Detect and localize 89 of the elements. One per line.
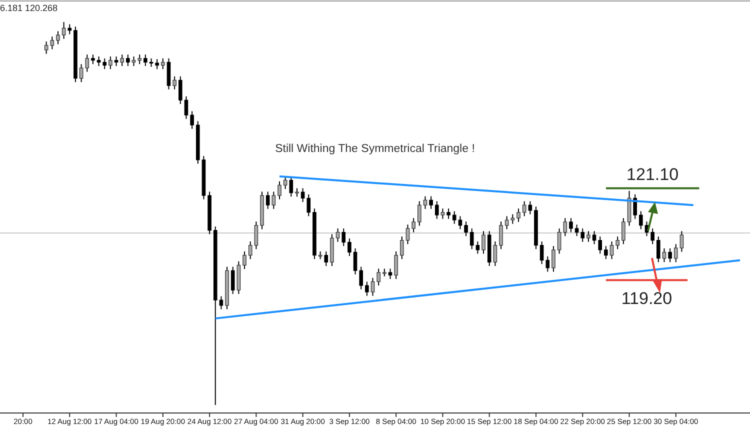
candlestick (184, 96, 188, 120)
candlestick (289, 176, 294, 198)
candlestick (230, 266, 235, 294)
candlestick (114, 56, 118, 67)
candlestick (79, 64, 84, 83)
candlestick (452, 210, 456, 224)
candlestick (429, 196, 433, 210)
candlestick (522, 200, 526, 217)
candlestick (178, 76, 182, 104)
candlestick (85, 54, 90, 72)
candlestick (464, 221, 468, 237)
candlestick (557, 228, 562, 254)
candlestick (120, 54, 124, 67)
candlestick (306, 194, 311, 217)
candlestick (440, 208, 445, 220)
candlestick (586, 230, 590, 242)
candlestick (242, 250, 246, 270)
candlestick (423, 196, 428, 210)
candlestick (616, 236, 620, 250)
candlestick (155, 58, 159, 70)
candlestick (50, 36, 54, 50)
candlestick (662, 248, 666, 263)
candlestick (266, 191, 270, 210)
candlestick (680, 230, 684, 252)
candlestick (574, 224, 579, 237)
candlestick (434, 200, 439, 220)
candlestick (394, 250, 398, 280)
candlestick (348, 238, 352, 257)
candlestick (604, 246, 608, 260)
annotation: 121.10 (626, 165, 679, 184)
candlestick (166, 58, 171, 90)
candlestick (342, 228, 346, 247)
candlestick (91, 54, 95, 65)
candlestick (639, 210, 643, 230)
text: 6.181 120.268 (0, 3, 58, 13)
candlestick (108, 56, 112, 70)
candlestick (592, 230, 596, 245)
candlestick (412, 218, 416, 233)
annotation: 119.20 (621, 289, 672, 308)
candlestick (370, 277, 375, 296)
candlestick (376, 268, 380, 286)
candlestick (563, 218, 568, 237)
candlestick (650, 228, 654, 245)
candlestick (62, 22, 66, 40)
candlestick (546, 256, 550, 272)
candlestick (569, 218, 573, 233)
candlestick (138, 54, 142, 65)
candlestick (359, 266, 363, 290)
candlestick (540, 240, 544, 265)
candlestick (552, 246, 556, 272)
candlestick (44, 41, 48, 54)
candlestick (300, 188, 305, 203)
candlestick (144, 54, 148, 67)
candlestick (458, 216, 462, 230)
candlestick (656, 236, 660, 263)
candlestick (470, 228, 474, 250)
candlestick (102, 58, 107, 70)
candlestick (96, 56, 101, 67)
candlestick (219, 296, 224, 310)
candlestick (400, 236, 404, 260)
candlestick (446, 208, 450, 220)
candlestick (674, 244, 678, 263)
candlestick (580, 228, 585, 242)
candlestick (190, 110, 194, 130)
candlestick (406, 224, 410, 245)
candlestick (283, 176, 288, 190)
candlestick (161, 58, 165, 70)
candlestick (417, 200, 422, 226)
candlestick (476, 240, 480, 254)
candlestick (336, 228, 340, 242)
candlestick (278, 180, 282, 200)
candlestick (126, 54, 130, 67)
candlestick (388, 268, 392, 280)
candlestick (68, 24, 72, 35)
candlestick (499, 221, 503, 250)
candlestick (622, 218, 626, 245)
candlestick (668, 248, 672, 263)
candlestick (610, 240, 614, 260)
text: Still Withing The Symmetrical Triangle ! (275, 143, 475, 155)
candlestick (353, 248, 358, 275)
candlestick (132, 56, 136, 67)
candlestick (172, 76, 176, 90)
candlestick (482, 230, 486, 254)
candlestick (56, 30, 60, 45)
candlestick (324, 250, 328, 266)
candlestick (365, 281, 369, 296)
candlestick (516, 208, 520, 222)
candlestick (598, 236, 602, 254)
candlestick (528, 200, 532, 215)
